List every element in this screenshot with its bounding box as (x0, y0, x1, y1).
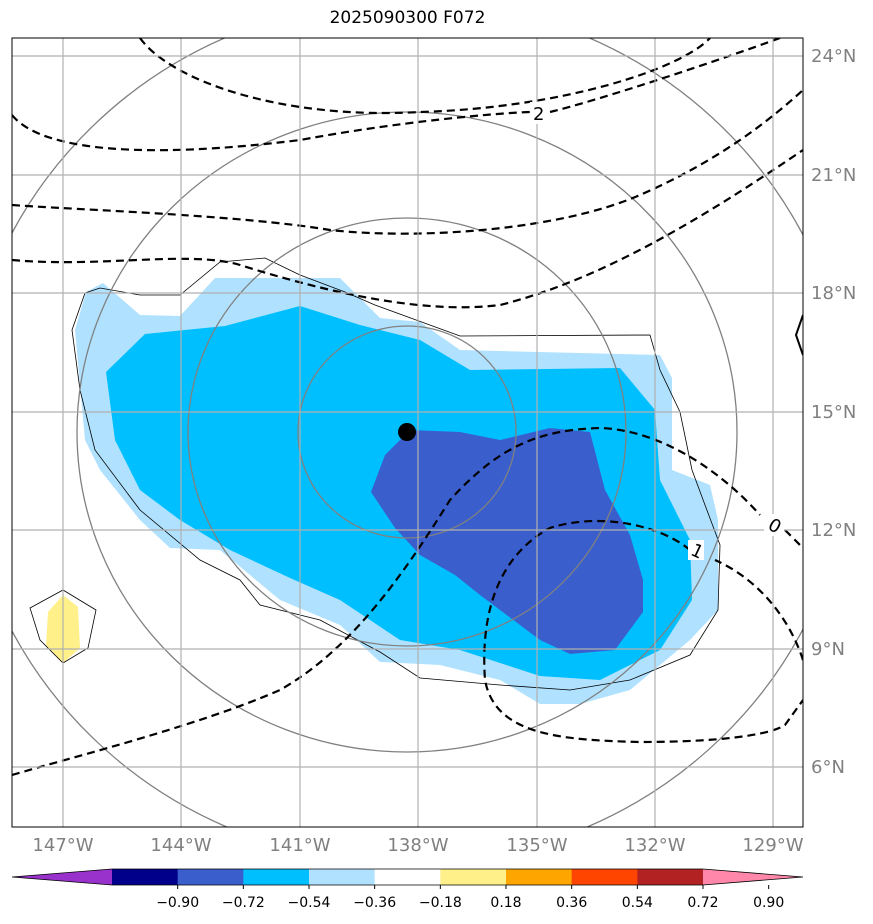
lat-label-6n: 6°N (811, 757, 845, 778)
lat-label-15n: 15°N (811, 402, 856, 423)
solid-contour-edge (794, 314, 803, 356)
lat-label-21n: 21°N (811, 165, 856, 186)
colorbar-tick-label: 0.18 (490, 895, 521, 911)
colorbar-segment (309, 869, 376, 885)
lat-lon-grid (12, 38, 803, 827)
colorbar-segment (177, 869, 244, 885)
thin-outline-contour (71, 257, 721, 691)
colorbar-segment (506, 869, 573, 885)
dashed-contour-1 (483, 519, 803, 744)
map-plot-area (12, 38, 803, 827)
colorbar-tick-labels: −0.90 −0.72 −0.54 −0.36 −0.18 0.18 0.36 0.54 0.7… (156, 885, 784, 911)
anomaly-fill-royal-blue (371, 428, 643, 654)
colorbar (11, 868, 804, 886)
colorbar-tick-label: 0.90 (753, 895, 784, 911)
lon-label-135w: 135°W (506, 835, 567, 856)
lon-label-132w: 132°W (624, 835, 685, 856)
longitude-labels: 147°W 144°W 141°W 138°W 135°W 132°W 129°… (32, 835, 803, 856)
colorbar-segment (112, 869, 179, 885)
lon-label-144w: 144°W (150, 835, 211, 856)
lat-label-18n: 18°N (811, 283, 856, 304)
colorbar-segment (374, 869, 441, 885)
map-title: 2025090300 F072 (329, 8, 486, 28)
dashed-contours (12, 38, 803, 777)
colorbar-segment (571, 869, 638, 885)
lat-label-12n: 12°N (811, 520, 856, 541)
colorbar-tick-label: −0.54 (288, 895, 331, 911)
colorbar-tick-label: 0.72 (687, 895, 718, 911)
dashed-contour-upper (12, 89, 803, 235)
lat-label-24n: 24°N (811, 46, 856, 67)
colorbar-segment (637, 869, 704, 885)
lon-label-141w: 141°W (269, 835, 330, 856)
colorbar-tick-label: 0.36 (556, 895, 587, 911)
lat-label-9n: 9°N (811, 639, 845, 660)
colorbar-tick-label: −0.90 (156, 895, 199, 911)
dashed-contour-2 (12, 38, 781, 152)
colorbar-segment (440, 869, 507, 885)
contour-label-2: 2 (533, 104, 544, 125)
lon-label-147w: 147°W (32, 835, 93, 856)
lon-label-138w: 138°W (387, 835, 448, 856)
dashed-contour-0 (12, 426, 803, 777)
colorbar-tick-label: −0.72 (222, 895, 265, 911)
colorbar-outline (11, 868, 804, 886)
range-ring-1 (297, 325, 517, 539)
range-ring-2 (187, 217, 627, 647)
dashed-contour-mid (12, 149, 803, 309)
colorbar-tick-label: −0.36 (353, 895, 396, 911)
storm-center-marker (398, 423, 416, 441)
lon-label-129w: 129°W (742, 835, 803, 856)
colorbar-segment (243, 869, 310, 885)
colorbar-tick-label: 0.54 (622, 895, 653, 911)
colorbar-extension-high (703, 869, 803, 885)
colorbar-extension-low (12, 869, 112, 885)
range-rings (12, 38, 803, 827)
colorbar-tick-label: −0.18 (419, 895, 462, 911)
dashed-contour-top-arc (139, 38, 711, 115)
map-frame (11, 37, 804, 828)
range-ring-3 (76, 111, 738, 753)
latitude-labels: 24°N 21°N 18°N 15°N 12°N 9°N 6°N (811, 46, 856, 778)
